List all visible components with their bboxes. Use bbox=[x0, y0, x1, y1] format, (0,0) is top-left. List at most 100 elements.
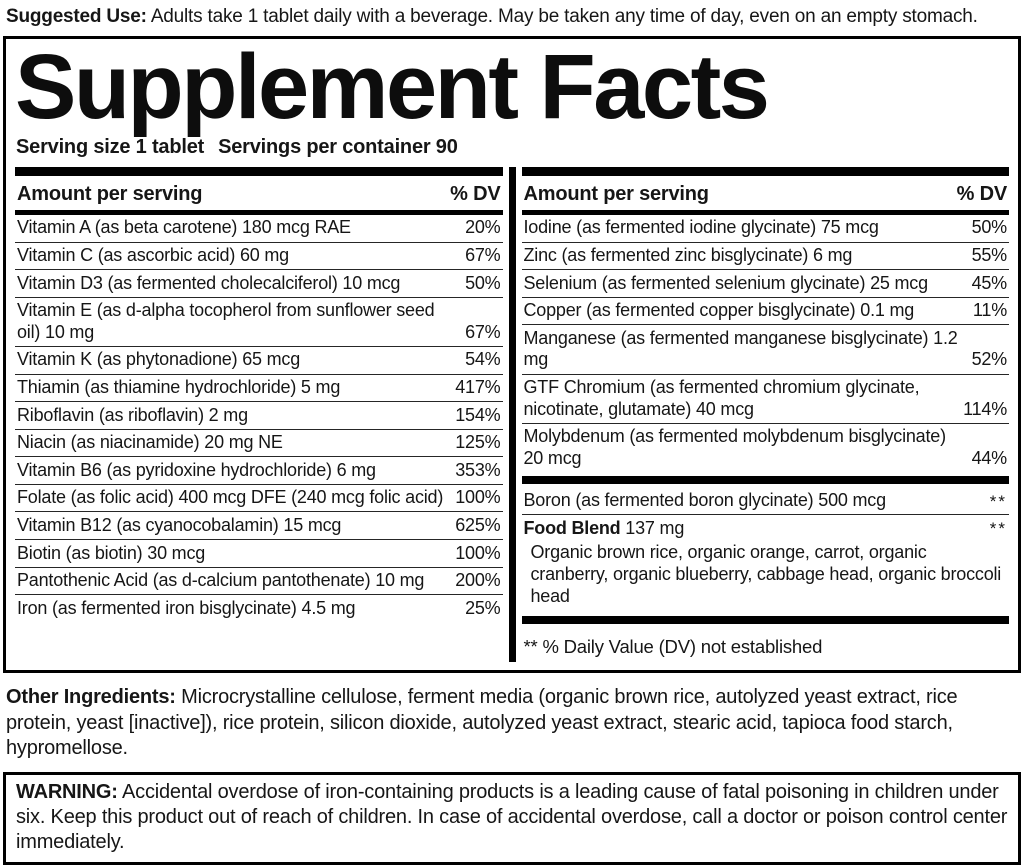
nutrient-row: Zinc (as fermented zinc bisglycinate) 6 … bbox=[521, 243, 1009, 271]
nutrient-row: Selenium (as fermented selenium glycinat… bbox=[521, 270, 1009, 298]
food-blend-name: Food Blend bbox=[523, 517, 621, 538]
servings-per-container: Servings per container 90 bbox=[218, 135, 458, 158]
nutrient-row: Vitamin E (as d-alpha tocopherol from su… bbox=[15, 298, 503, 347]
nutrient-dv: 100% bbox=[455, 542, 501, 563]
nutrient-name: Folate (as folic acid) 400 mcg DFE (240 … bbox=[17, 487, 444, 508]
nutrient-dv: 67% bbox=[465, 321, 501, 342]
amount-per-serving-label: Amount per serving bbox=[523, 182, 710, 205]
nutrient-dv: 11% bbox=[972, 300, 1007, 321]
food-blend-amount: 137 mg bbox=[625, 517, 685, 538]
nutrient-name: Vitamin B6 (as pyridoxine hydrochloride)… bbox=[17, 459, 376, 480]
warning-box: WARNING: Accidental overdose of iron-con… bbox=[3, 771, 1021, 865]
other-ingredients: Other Ingredients: Microcrystalline cell… bbox=[6, 685, 1016, 762]
percent-dv-label: % DV bbox=[956, 182, 1008, 205]
nutrient-name: Niacin (as niacinamide) 20 mg NE bbox=[17, 432, 283, 453]
nutrient-row: Thiamin (as thiamine hydrochloride) 5 mg… bbox=[15, 375, 503, 403]
nutrient-dv: 417% bbox=[455, 377, 501, 398]
nutrient-dv: 353% bbox=[455, 459, 501, 480]
nutrient-row: Vitamin K (as phytonadione) 65 mcg 54% bbox=[15, 347, 503, 375]
nutrient-dv: 50% bbox=[465, 272, 501, 293]
suggested-use-line: Suggested Use: Adults take 1 tablet dail… bbox=[0, 0, 1024, 36]
nutrient-name: Iron (as fermented iron bisglycinate) 4.… bbox=[17, 597, 356, 618]
nutrient-dv: 125% bbox=[455, 432, 501, 453]
food-blend-row: Food Blend 137 mg ** bbox=[522, 515, 1010, 542]
nutrient-dv: 67% bbox=[465, 245, 501, 266]
nutrient-name: Boron (as fermented boron glycinate) 500… bbox=[523, 490, 887, 511]
right-column-header-bar bbox=[521, 166, 1009, 176]
nutrient-row: Biotin (as biotin) 30 mcg 100% bbox=[15, 540, 503, 568]
warning-label: WARNING: bbox=[16, 780, 118, 803]
nutrient-row: Iron (as fermented iron bisglycinate) 4.… bbox=[15, 595, 503, 622]
nutrient-name: Pantothenic Acid (as d-calcium pantothen… bbox=[17, 570, 425, 591]
amount-per-serving-label: Amount per serving bbox=[17, 182, 203, 205]
dv-footnote: ** % Daily Value (DV) not established bbox=[523, 635, 823, 657]
left-column-header: Amount per serving % DV bbox=[15, 178, 503, 215]
serving-size: Serving size 1 tablet bbox=[16, 135, 205, 158]
nutrient-dv: 52% bbox=[971, 349, 1008, 370]
nutrient-name: Thiamin (as thiamine hydrochloride) 5 mg bbox=[17, 377, 341, 398]
food-blend-description: Organic brown rice, organic orange, carr… bbox=[530, 542, 1002, 606]
suggested-use-text: Adults take 1 tablet daily with a bevera… bbox=[150, 6, 978, 27]
nutrient-row: Vitamin B12 (as cyanocobalamin) 15 mcg 62… bbox=[15, 512, 503, 541]
nutrient-name: Iodine (as fermented iodine glycinate) 7… bbox=[523, 217, 879, 238]
food-blend-dv: ** bbox=[989, 519, 1007, 539]
right-column-header: Amount per serving % DV bbox=[521, 178, 1009, 215]
nutrient-name: Vitamin A (as beta carotene) 180 mcg RAE bbox=[17, 217, 351, 238]
supplement-facts-panel: Supplement Facts Serving size 1 tablet Se… bbox=[3, 36, 1021, 673]
nutrient-name: Manganese (as fermented manganese bisgly… bbox=[523, 327, 958, 370]
nutrient-dv: 20% bbox=[465, 217, 501, 238]
nutrient-name: Vitamin B12 (as cyanocobalamin) 15 mcg bbox=[17, 514, 342, 535]
percent-dv-label: % DV bbox=[450, 182, 501, 205]
left-column: Amount per serving % DV Vitamin A (as be… bbox=[15, 166, 503, 662]
nutrient-row: Riboflavin (as riboflavin) 2 mg 154% bbox=[15, 402, 503, 430]
section-divider-bar bbox=[521, 475, 1009, 484]
nutrient-dv: 154% bbox=[455, 404, 501, 425]
nutrient-row: Copper (as fermented copper bisglycinate… bbox=[521, 298, 1009, 326]
nutrient-dv: 25% bbox=[465, 597, 501, 618]
nutrient-dv: 45% bbox=[971, 272, 1008, 293]
nutrient-dv: 114% bbox=[963, 398, 1007, 419]
nutrient-row-boron: Boron (as fermented boron glycinate) 500… bbox=[521, 488, 1009, 516]
nutrient-name: Vitamin K (as phytonadione) 65 mcg bbox=[17, 349, 301, 370]
nutrient-row: Vitamin D3 (as fermented cholecalciferol… bbox=[15, 270, 503, 298]
nutrient-name: Riboflavin (as riboflavin) 2 mg bbox=[17, 404, 248, 425]
nutrient-row: Niacin (as niacinamide) 20 mg NE 125% bbox=[15, 430, 503, 458]
nutrient-name: Vitamin C (as ascorbic acid) 60 mg bbox=[17, 245, 289, 266]
nutrient-name: Vitamin E (as d-alpha tocopherol from su… bbox=[17, 300, 435, 342]
nutrient-row: GTF Chromium (as fermented chromium glyc… bbox=[521, 375, 1009, 424]
nutrient-name: Zinc (as fermented zinc bisglycinate) 6 … bbox=[523, 245, 853, 266]
nutrient-row: Iodine (as fermented iodine glycinate) 7… bbox=[521, 215, 1009, 243]
nutrient-row: Molybdenum (as fermented molybdenum bisg… bbox=[522, 424, 1010, 472]
nutrient-name: GTF Chromium (as fermented chromium glyc… bbox=[523, 377, 920, 419]
nutrient-dv: 44% bbox=[971, 447, 1008, 468]
nutrient-row: Vitamin C (as ascorbic acid) 60 mg 67% bbox=[15, 243, 503, 271]
nutrient-dv: ** bbox=[989, 491, 1007, 511]
panel-title: Supplement Facts bbox=[15, 36, 770, 138]
warning-text: Accidental overdose of iron-containing p… bbox=[16, 780, 1008, 853]
other-ingredients-label: Other Ingredients: bbox=[6, 685, 176, 708]
nutrient-name: Molybdenum (as fermented molybdenum bisg… bbox=[523, 426, 947, 468]
nutrient-dv: 55% bbox=[971, 245, 1008, 266]
nutrient-name: Copper (as fermented copper bisglycinate… bbox=[523, 300, 915, 321]
left-column-header-bar bbox=[15, 166, 503, 176]
nutrient-name: Vitamin D3 (as fermented cholecalciferol… bbox=[17, 272, 401, 293]
nutrient-columns: Amount per serving % DV Vitamin A (as be… bbox=[15, 166, 1010, 662]
column-divider-bar bbox=[508, 166, 516, 662]
nutrient-dv: 50% bbox=[971, 217, 1008, 238]
nutrient-dv: 200% bbox=[455, 570, 501, 591]
nutrient-name: Biotin (as biotin) 30 mcg bbox=[17, 542, 206, 563]
nutrient-row: Vitamin B6 (as pyridoxine hydrochloride)… bbox=[15, 457, 503, 485]
nutrient-row: Manganese (as fermented manganese bisgly… bbox=[521, 325, 1009, 375]
right-column: Amount per serving % DV Iodine (as ferme… bbox=[521, 166, 1010, 662]
nutrient-row: Folate (as folic acid) 400 mcg DFE (240 … bbox=[15, 485, 503, 513]
section-divider-bar bbox=[521, 615, 1009, 624]
nutrient-row: Vitamin A (as beta carotene) 180 mcg RAE… bbox=[15, 215, 503, 243]
nutrient-dv: 100% bbox=[455, 487, 501, 508]
food-blend-title: Food Blend 137 mg bbox=[524, 518, 984, 540]
suggested-use-label: Suggested Use: bbox=[6, 6, 147, 27]
nutrient-row: Pantothenic Acid (as d-calcium pantothen… bbox=[15, 568, 503, 596]
other-ingredients-text: Microcrystalline cellulose, ferment medi… bbox=[6, 685, 958, 760]
nutrient-dv: 54% bbox=[465, 349, 501, 370]
nutrient-name: Selenium (as fermented selenium glycinat… bbox=[523, 272, 929, 293]
serving-info-line: Serving size 1 tablet Servings per contai… bbox=[16, 136, 1008, 159]
